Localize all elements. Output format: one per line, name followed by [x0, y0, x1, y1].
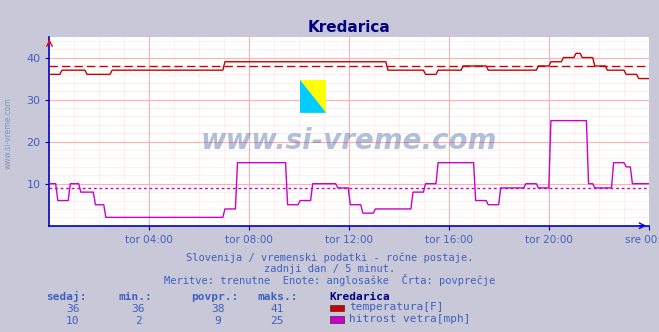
Text: maks.:: maks.: [257, 292, 297, 302]
Text: Meritve: trenutne  Enote: anglosaške  Črta: povprečje: Meritve: trenutne Enote: anglosaške Črta… [164, 274, 495, 286]
Text: Slovenija / vremenski podatki - ročne postaje.: Slovenija / vremenski podatki - ročne po… [186, 252, 473, 263]
Text: zadnji dan / 5 minut.: zadnji dan / 5 minut. [264, 264, 395, 274]
Title: Kredarica: Kredarica [308, 20, 391, 35]
Polygon shape [300, 80, 326, 113]
Text: 38: 38 [211, 304, 224, 314]
Text: 36: 36 [66, 304, 79, 314]
Text: Kredarica: Kredarica [330, 292, 390, 302]
Text: www.si-vreme.com: www.si-vreme.com [201, 126, 498, 155]
Text: 9: 9 [214, 316, 221, 326]
Text: 25: 25 [270, 316, 283, 326]
Text: sedaj:: sedaj: [46, 291, 86, 302]
Text: povpr.:: povpr.: [191, 292, 239, 302]
Text: 41: 41 [270, 304, 283, 314]
Text: min.:: min.: [119, 292, 152, 302]
Text: 36: 36 [132, 304, 145, 314]
Text: 10: 10 [66, 316, 79, 326]
Polygon shape [300, 80, 326, 113]
Text: 2: 2 [135, 316, 142, 326]
Text: www.si-vreme.com: www.si-vreme.com [3, 97, 13, 169]
Text: temperatura[F]: temperatura[F] [349, 302, 444, 312]
Text: hitrost vetra[mph]: hitrost vetra[mph] [349, 314, 471, 324]
